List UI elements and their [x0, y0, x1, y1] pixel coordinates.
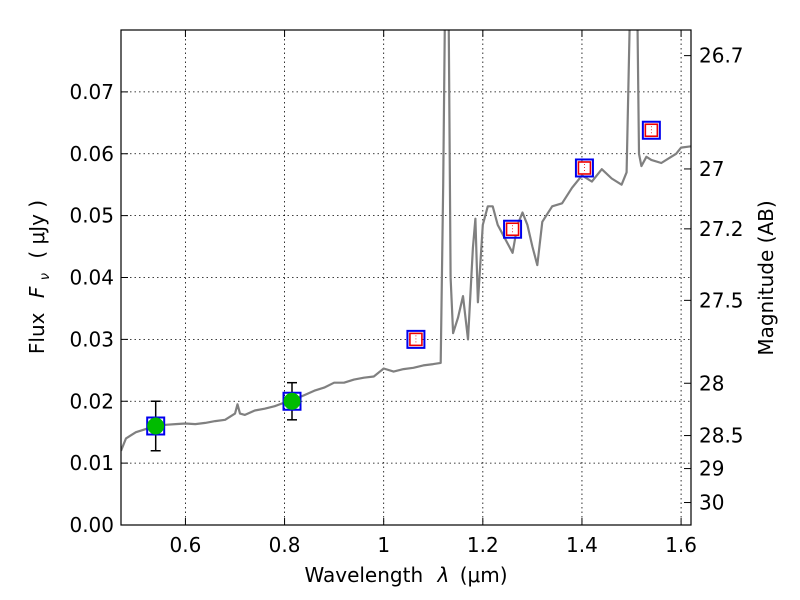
y-axis-label: Flux F ν ( μJy ): [25, 200, 54, 354]
y-axis-unit: ( μJy ): [25, 200, 49, 259]
y2-axis-label: Magnitude (AB): [754, 200, 778, 355]
y2-tick-label: 27.2: [699, 217, 744, 241]
x-tick-label: 1.4: [566, 533, 598, 557]
synthetic-photometry-square: [574, 158, 594, 178]
x-tick-label: 0.8: [269, 533, 301, 557]
y-tick-label: 0.04: [69, 266, 114, 290]
spectrum-line: [121, 30, 691, 452]
y2-tick-label: 29: [699, 457, 724, 481]
synthetic-photometry-square: [503, 219, 523, 239]
x-tick-label: 0.6: [170, 533, 202, 557]
y2-tick-label: 30: [699, 491, 724, 515]
y-tick-label: 0.07: [69, 80, 114, 104]
y-tick-label: 0.06: [69, 142, 114, 166]
observed-point: [147, 417, 165, 435]
y-tick-label: 0.00: [69, 513, 114, 537]
axis-ticks: 0.6 0.8 1 1.2 1.4 1.6 0.00 0.01 0.02 0.03 0.04 0.05…: [69, 30, 744, 557]
y-tick-label: 0.03: [69, 327, 114, 351]
y-axis-symbol: F: [25, 286, 49, 298]
y2-tick-label: 28: [699, 371, 724, 395]
x-tick-label: 1.6: [665, 533, 697, 557]
observed-point: [283, 392, 301, 410]
y-axis-symbol-sub: ν: [38, 273, 53, 280]
x-axis-label-text: Wavelength: [304, 563, 423, 587]
x-tick-label: 1: [377, 533, 390, 557]
data-markers: [146, 120, 661, 452]
synthetic-photometry-square: [406, 329, 426, 349]
y-axis-label-text: Flux: [25, 312, 49, 354]
x-axis-label: Wavelength λ (μm): [304, 563, 507, 587]
x-tick-label: 1.2: [467, 533, 499, 557]
y-tick-label: 0.01: [69, 451, 114, 475]
data-series: [121, 30, 691, 452]
y-tick-label: 0.02: [69, 389, 114, 413]
y2-tick-label: 28.5: [699, 424, 744, 448]
y-tick-label: 0.05: [69, 204, 114, 228]
x-axis-symbol: λ: [437, 563, 450, 587]
y2-tick-label: 27.5: [699, 288, 744, 312]
grid-lines: [121, 30, 691, 525]
x-axis-unit: (μm): [460, 563, 508, 587]
synthetic-photometry-square: [641, 120, 661, 140]
y2-tick-label: 26.7: [699, 44, 744, 68]
y2-tick-label: 27: [699, 157, 724, 181]
